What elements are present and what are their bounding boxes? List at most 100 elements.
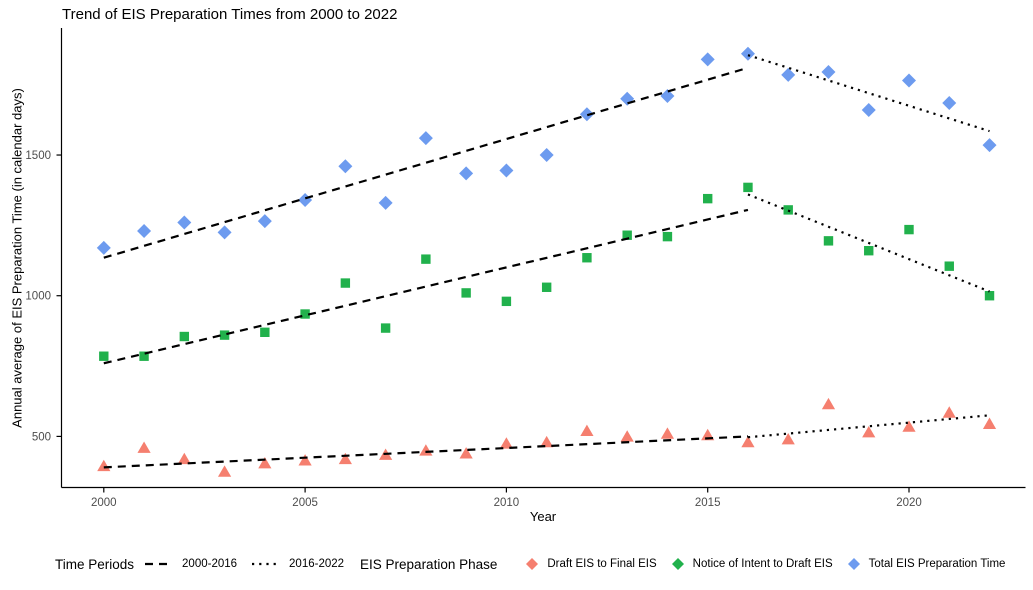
data-point-diamond	[902, 73, 916, 88]
data-point-diamond	[257, 214, 272, 229]
legend-diamond-icon	[847, 558, 860, 570]
data-point-diamond	[861, 103, 876, 118]
data-point-triangle	[137, 441, 151, 453]
data-point-triangle	[821, 397, 836, 410]
data-point-square	[944, 261, 954, 271]
data-point-diamond	[660, 88, 675, 103]
chart-legend: Time Periods 2000-2016 2016-2022 EIS Prep…	[55, 551, 1033, 577]
data-point-triangle	[580, 424, 594, 436]
legend-phase-item: Total EIS Preparation Time	[847, 557, 1006, 571]
data-point-square	[219, 330, 230, 340]
legend-periods-group: 2000-2016 2016-2022	[144, 558, 358, 570]
data-point-diamond	[217, 225, 232, 240]
x-axis-title: Year	[529, 509, 557, 524]
trend-line-dashed	[103, 66, 749, 259]
data-point-triangle	[982, 417, 997, 429]
legend-period-dashed: 2000-2016	[144, 558, 237, 570]
data-point-triangle	[217, 465, 232, 477]
data-point-triangle	[258, 456, 272, 469]
data-point-square	[622, 230, 632, 240]
data-point-square	[864, 245, 874, 256]
data-point-diamond	[418, 131, 433, 146]
x-tick-label: 2015	[695, 497, 721, 509]
data-point-triangle	[459, 447, 473, 459]
data-point-triangle	[97, 459, 111, 472]
legend-phases-group: Draft EIS to Final EIS Notice of Intent t…	[525, 557, 1019, 571]
legend-phase-item: Draft EIS to Final EIS	[525, 557, 657, 571]
y-tick-label: 1500	[25, 150, 51, 162]
data-point-triangle	[902, 420, 916, 432]
data-point-diamond	[620, 91, 635, 106]
data-point-square	[743, 182, 753, 193]
data-point-square	[541, 282, 552, 292]
data-point-diamond	[539, 148, 554, 163]
data-point-diamond	[338, 159, 353, 174]
data-point-square	[300, 309, 310, 319]
data-point-triangle	[942, 406, 956, 418]
data-point-square	[783, 205, 793, 215]
legend-diamond-icon	[671, 558, 684, 570]
legend-period-label: 2000-2016	[182, 558, 238, 570]
legend-phase-label: EIS Preparation Phase	[360, 556, 498, 572]
y-tick-label: 1000	[25, 291, 51, 303]
data-point-triangle	[177, 452, 191, 465]
chart-title: Trend of EIS Preparation Times from 2000…	[62, 6, 398, 23]
legend-diamond-icon	[526, 558, 539, 570]
data-point-diamond	[459, 166, 474, 181]
data-point-diamond	[137, 224, 152, 239]
data-point-triangle	[298, 454, 312, 466]
data-point-diamond	[821, 65, 836, 80]
data-point-square	[984, 291, 995, 301]
legend-dotted-line-icon	[252, 562, 281, 566]
data-point-diamond	[982, 138, 997, 153]
plot-area: 500 1000 1500 2000 2005 2010 2015 2020	[25, 28, 1026, 509]
data-point-triangle	[620, 430, 634, 442]
data-point-square	[461, 288, 471, 298]
data-point-diamond	[700, 52, 715, 67]
x-tick-label: 2010	[494, 497, 520, 509]
data-point-square	[703, 193, 713, 204]
data-point-triangle	[540, 435, 554, 448]
data-point-square	[340, 278, 351, 288]
legend-phase-item: Notice of Intent to Draft EIS	[671, 557, 833, 571]
data-point-diamond	[298, 193, 313, 208]
data-point-diamond	[579, 107, 594, 122]
data-point-diamond	[378, 195, 393, 210]
data-point-square	[99, 351, 109, 361]
trend-line-dotted	[747, 193, 990, 293]
data-point-square	[179, 331, 190, 342]
legend-time-periods-label: Time Periods	[55, 556, 135, 572]
data-point-triangle	[660, 427, 675, 439]
x-tick-label: 2005	[292, 497, 318, 509]
data-point-square	[904, 224, 914, 235]
trend-line-dotted	[747, 54, 990, 133]
data-point-triangle	[499, 437, 513, 449]
legend-period-label: 2016-2022	[289, 558, 345, 570]
data-point-diamond	[781, 67, 796, 82]
data-point-triangle	[338, 452, 352, 465]
data-point-diamond	[740, 46, 755, 61]
legend-dashed-line-icon	[145, 562, 174, 566]
trend-line-dotted	[747, 414, 990, 439]
legend-phase-item-label: Draft EIS to Final EIS	[547, 558, 657, 570]
trend-line-dashed	[103, 435, 749, 469]
data-point-triangle	[862, 425, 876, 438]
legend-period-dotted: 2016-2022	[251, 558, 344, 570]
data-point-diamond	[942, 95, 957, 110]
data-point-square	[823, 236, 834, 246]
data-point-square	[380, 323, 391, 333]
data-point-square	[260, 327, 270, 337]
x-tick-label: 2020	[896, 497, 922, 509]
data-point-square	[582, 253, 592, 263]
trend-line-dashed	[103, 208, 749, 365]
data-point-square	[662, 231, 673, 242]
data-point-triangle	[419, 444, 433, 456]
data-point-square	[501, 296, 512, 307]
data-point-triangle	[781, 433, 795, 445]
data-point-square	[139, 351, 149, 361]
data-point-diamond	[499, 163, 514, 178]
y-tick-label: 500	[32, 431, 51, 443]
legend-phase-item-label: Total EIS Preparation Time	[868, 558, 1006, 570]
data-point-diamond	[177, 215, 192, 230]
